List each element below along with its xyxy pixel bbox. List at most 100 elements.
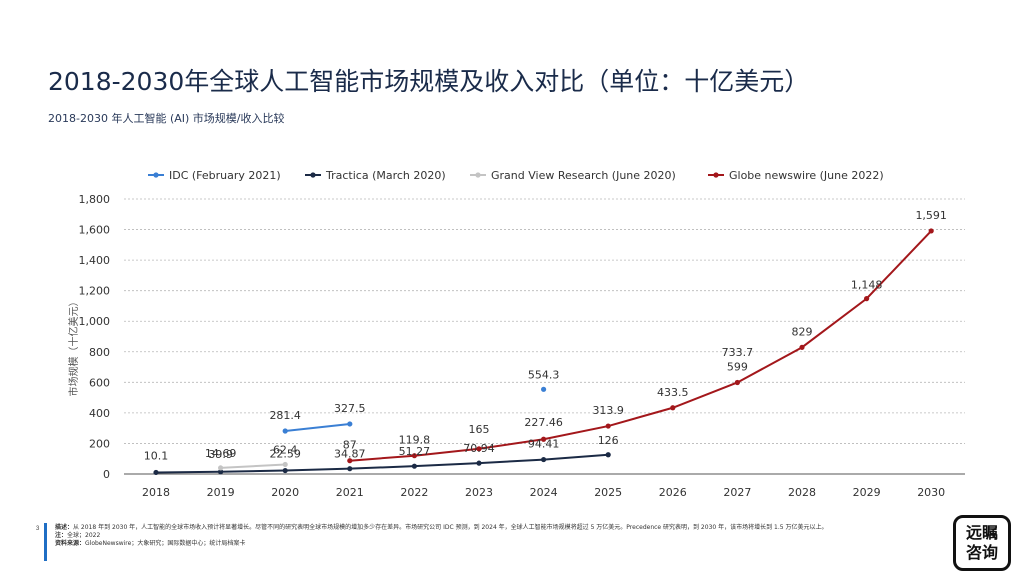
data-point [282,467,288,474]
data-point [864,296,870,302]
y-tick-label: 1,000 [79,315,111,328]
data-point [541,456,547,463]
data-point [411,463,417,469]
data-label: 327.5 [334,402,366,415]
legend-marker [475,172,481,178]
data-label: 165 [469,423,490,436]
data-point [218,469,224,475]
footer-description: 描述：从 2018 年到 2030 年，人工智能的全球市场收入预计将显著增长。尽… [55,524,828,531]
legend-marker [310,172,316,178]
data-label: 281.4 [269,409,301,422]
y-tick-label: 800 [89,346,110,359]
data-point [605,423,611,429]
data-point [799,344,805,350]
footer-source: 资料来源：GlobeNewswire；大象研究；国际数据中心；统计局档案卡 [55,540,246,547]
data-label: 14.69 [205,447,237,460]
legend-marker [713,172,719,178]
legend-label: Tractica (March 2020) [325,169,446,182]
x-tick-label: 2021 [336,486,364,499]
page-number: 3 [36,526,40,532]
data-label: 126 [598,434,619,447]
data-point [541,386,547,392]
x-tick-label: 2027 [723,486,751,499]
data-label: 554.3 [528,368,560,381]
footer-accent-bar [44,523,47,561]
legend-marker [153,172,159,178]
axes: 0 200 400 600 800 1,000 1,200 1,400 1,600 1,800 20… [67,193,965,499]
y-tick-label: 600 [89,376,110,389]
x-tick-label: 2024 [530,486,558,499]
x-tick-label: 2022 [400,486,428,499]
logo-line-2: 咨询 [965,543,998,562]
data-point [347,421,353,427]
data-label: 227.46 [524,416,563,429]
data-labels: 281.4 327.5 554.3 10.1 14.69 22.59 34.87 51.27 7… [144,209,947,463]
y-tick-label: 1,400 [79,254,111,267]
x-tick-label: 2020 [271,486,299,499]
data-label: 1,591 [915,209,947,222]
logo-line-1: 远瞩 [965,523,998,542]
page-subtitle: 2018-2030 年人工智能 (AI) 市场规模/收入比较 [48,112,285,125]
y-tick-label: 200 [89,437,110,450]
data-label: 10.1 [144,449,169,462]
y-tick-label: 1,600 [79,224,111,237]
data-point [605,452,611,458]
series-line [220,463,286,469]
data-point [282,428,288,434]
data-point [218,465,224,471]
series-lines [153,228,934,476]
data-point [928,228,934,234]
company-logo: 远瞩 咨询 [953,515,1011,571]
data-label: 87 [343,439,357,452]
data-point [476,446,482,452]
data-label: 62.4 [273,443,298,456]
data-point [734,379,741,386]
data-point [347,458,353,464]
legend-label: Globe newswire (June 2022) [729,169,884,182]
y-tick-label: 400 [89,407,110,420]
y-axis-title: 市场规模（十亿美元） [67,297,80,397]
y-tick-label: 0 [103,468,110,481]
data-label: 1,148 [851,279,883,292]
data-point [476,460,482,466]
data-label: 733.7 [722,346,754,359]
legend: IDC (February 2021) Tractica (March 2020)… [148,169,884,182]
data-label: 313.9 [592,404,624,417]
x-tick-label: 2030 [917,486,945,499]
data-label: 51.27 [399,445,431,458]
data-label: 829 [792,325,813,338]
legend-label: Grand View Research (June 2020) [491,169,676,182]
legend-label: IDC (February 2021) [169,169,281,182]
data-point [153,469,159,476]
footer-note: 注：全球；2022 [55,532,101,539]
data-point [670,405,676,411]
y-tick-label: 1,800 [79,193,111,206]
data-point [347,466,353,472]
data-label: 119.8 [399,434,431,447]
x-tick-label: 2018 [142,486,170,499]
data-point [411,453,417,459]
x-tick-label: 2026 [659,486,687,499]
data-label: 39.9 [208,448,233,461]
x-tick-label: 2025 [594,486,622,499]
data-point [541,436,547,442]
series-line [349,230,932,462]
data-label: 94.41 [528,438,560,451]
x-tick-label: 2029 [853,486,881,499]
data-label: 70.94 [463,442,495,455]
x-tick-label: 2028 [788,486,816,499]
y-tick-label: 1,200 [79,285,111,298]
x-tick-label: 2019 [207,486,235,499]
footer-notes: 描述：从 2018 年到 2030 年，人工智能的全球市场收入预计将显著增长。尽… [55,524,855,548]
data-label: 22.59 [269,448,301,461]
series-line [155,453,609,474]
x-tick-label: 2023 [465,486,493,499]
grid-lines [124,198,965,444]
series-line [285,422,350,433]
data-label: 433.5 [657,386,689,399]
data-point [282,461,288,468]
data-label: 599 [727,360,748,373]
page-title: 2018-2030年全球人工智能市场规模及收入对比（单位：十亿美元） [48,67,810,96]
data-label: 34.87 [334,448,366,461]
